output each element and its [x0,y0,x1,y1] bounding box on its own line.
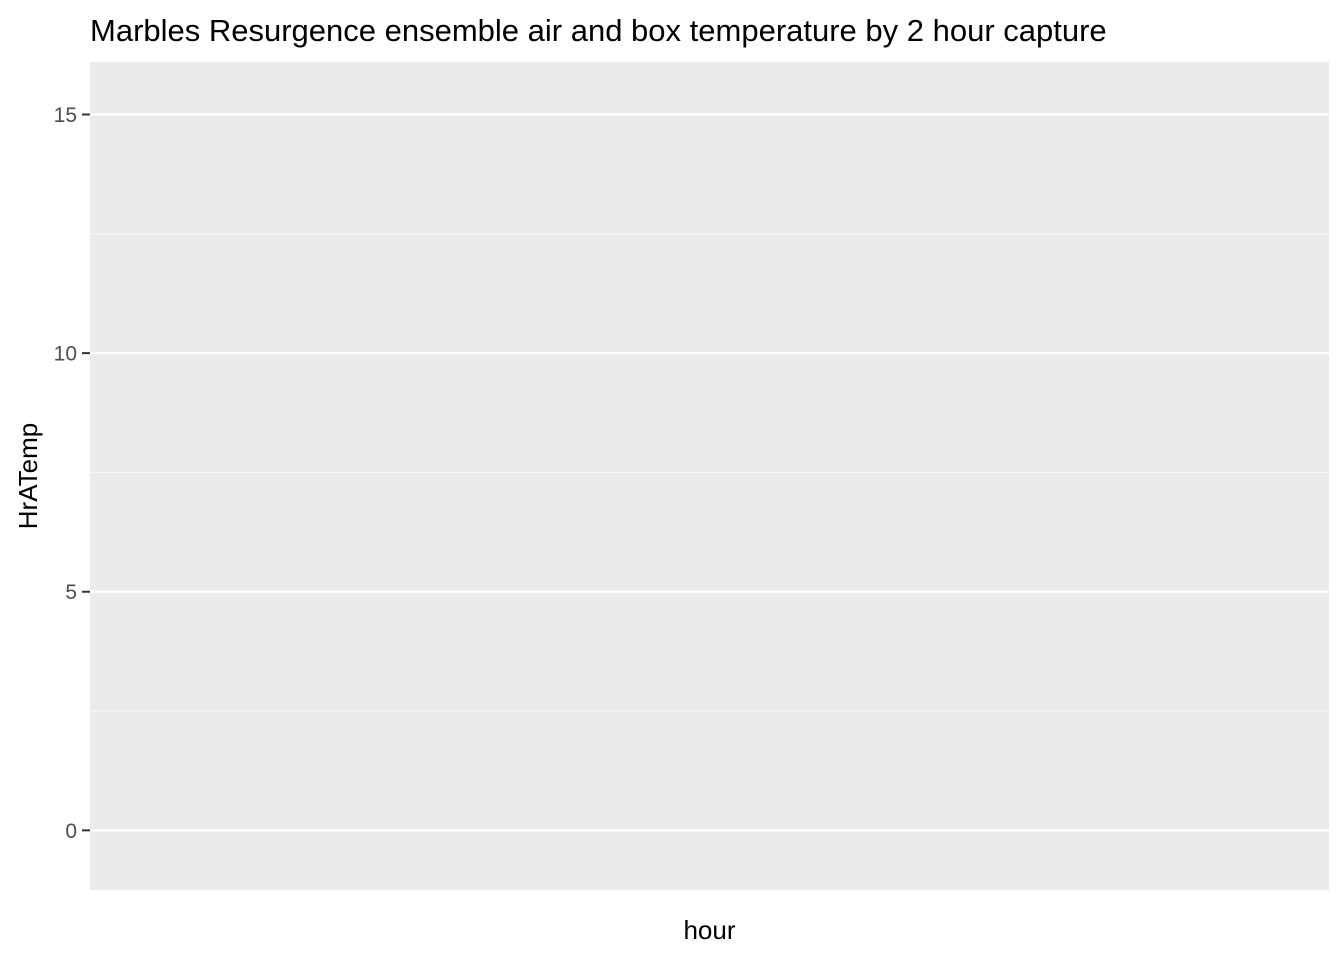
x-axis-title: hour [683,915,735,945]
minor-gridlines [90,233,1329,712]
y-tick-label: 15 [54,104,77,127]
y-tick-label: 5 [65,581,77,604]
chart-title: Marbles Resurgence ensemble air and box … [90,13,1107,48]
y-tick-label: 10 [54,343,77,366]
y-tick-label: 0 [65,820,77,843]
y-axis-ticks [82,113,90,832]
major-gridlines [90,113,1329,832]
y-axis-tick-labels: 0 5 10 15 [54,104,77,843]
plot-panel [90,62,1329,890]
y-axis-title: HrATemp [13,423,43,529]
